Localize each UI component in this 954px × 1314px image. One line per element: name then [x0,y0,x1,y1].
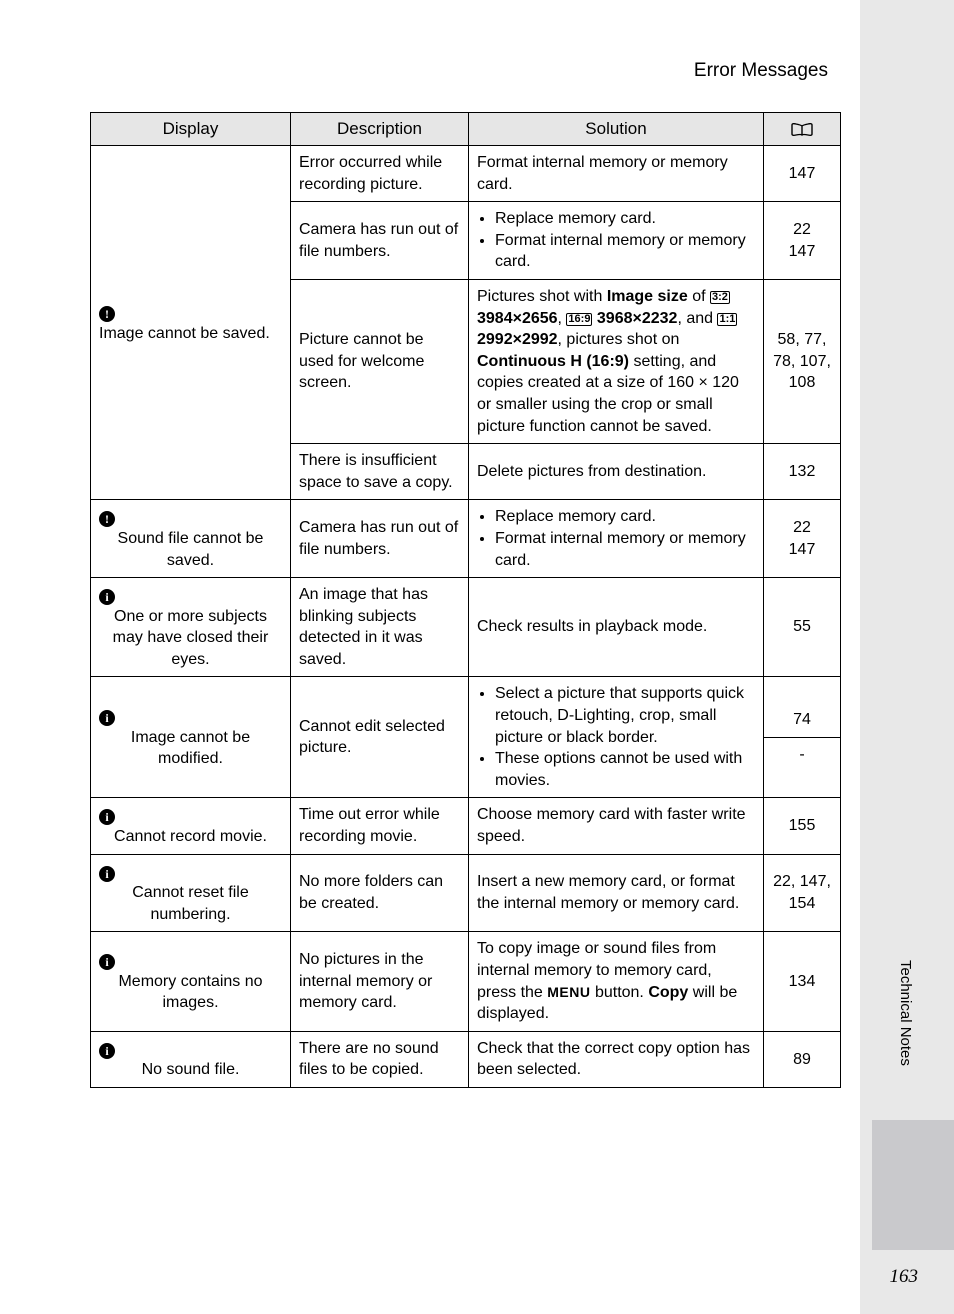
cell-description: Picture cannot be used for welcome scree… [291,279,469,443]
cell-description: No pictures in the internal memory or me… [291,932,469,1031]
cell-description: An image that has blinking subjects dete… [291,578,469,677]
cell-solution: Insert a new memory card, or format the … [469,854,764,932]
solution-item: These options cannot be used with movies… [495,748,755,791]
cell-display: i Memory contains no images. [91,932,291,1031]
error-messages-table: Display Description Solution ! Image can… [90,112,841,1088]
display-text: No sound file. [99,1059,282,1081]
solution-item: Replace memory card. [495,208,755,230]
size-icon: 16:9 [566,313,592,326]
info-icon: i [99,954,115,970]
display-text: Cannot record movie. [99,826,282,848]
cell-solution: To copy image or sound files from intern… [469,932,764,1031]
size-icon: 1:1 [717,313,737,326]
display-text: One or more subjects may have closed the… [99,606,282,671]
cell-description: No more folders can be created. [291,854,469,932]
warning-icon: ! [99,511,115,527]
cell-description: There is insufficient space to save a co… [291,444,469,500]
cell-solution: Check results in playback mode. [469,578,764,677]
side-section-label: Technical Notes [897,960,914,1066]
cell-description: Time out error while recording movie. [291,798,469,854]
col-header-description: Description [291,113,469,146]
display-text: Image cannot be modified. [99,727,282,770]
cell-page-ref: 55 [764,578,841,677]
info-icon: i [99,866,115,882]
cell-display: i Cannot reset file numbering. [91,854,291,932]
manual-page: Error Messages Display Description Solut… [0,0,860,1314]
table-row: ! Image cannot be saved. Error occurred … [91,146,841,202]
cell-page-ref: 89 [764,1031,841,1087]
solution-item: Format internal memory or memory card. [495,230,755,273]
cell-solution: Replace memory card. Format internal mem… [469,500,764,578]
display-text: Cannot reset file numbering. [99,882,282,925]
page-number: 163 [890,1266,919,1288]
warning-icon: ! [99,306,115,322]
table-header-row: Display Description Solution [91,113,841,146]
cell-display: i Cannot record movie. [91,798,291,854]
col-header-solution: Solution [469,113,764,146]
cell-display: i Image cannot be modified. [91,677,291,798]
table-row: i Image cannot be modified. Cannot edit … [91,677,841,798]
menu-button-label: MENU [547,984,590,1000]
cell-description: Cannot edit selected picture. [291,677,469,798]
cell-description: Camera has run out of file numbers. [291,202,469,280]
cell-solution: Select a picture that supports quick ret… [469,677,764,798]
cell-page-ref: 147 [764,146,841,202]
cell-solution: Choose memory card with faster write spe… [469,798,764,854]
cell-solution: Check that the correct copy option has b… [469,1031,764,1087]
solution-item: Replace memory card. [495,506,755,528]
info-icon: i [99,1043,115,1059]
cell-solution: Delete pictures from destination. [469,444,764,500]
side-thumb-tab [872,1120,954,1250]
table-row: i Memory contains no images. No pictures… [91,932,841,1031]
cell-display: i One or more subjects may have closed t… [91,578,291,677]
cell-display: ! Sound file cannot be saved. [91,500,291,578]
table-row: i One or more subjects may have closed t… [91,578,841,677]
cell-page-ref: 134 [764,932,841,1031]
cell-solution: Format internal memory or memory card. [469,146,764,202]
table-row: i Cannot record movie. Time out error wh… [91,798,841,854]
display-text: Memory contains no images. [99,971,282,1014]
cell-description: There are no sound files to be copied. [291,1031,469,1087]
info-icon: i [99,589,115,605]
cell-display: ! Image cannot be saved. [91,146,291,500]
table-row: i No sound file. There are no sound file… [91,1031,841,1087]
solution-item: Format internal memory or memory card. [495,528,755,571]
display-text: Image cannot be saved. [99,325,270,342]
solution-item: Select a picture that supports quick ret… [495,683,755,748]
section-header: Error Messages [90,60,830,82]
cell-page-ref: 155 [764,798,841,854]
size-icon: 3:2 [710,291,730,304]
cell-page-ref: 22, 147, 154 [764,854,841,932]
table-row: ! Sound file cannot be saved. Camera has… [91,500,841,578]
col-header-display: Display [91,113,291,146]
table-row: i Cannot reset file numbering. No more f… [91,854,841,932]
info-icon: i [99,809,115,825]
cell-display: i No sound file. [91,1031,291,1087]
cell-page-ref: 74 - [764,677,841,798]
display-text: Sound file cannot be saved. [99,528,282,571]
book-icon [791,119,813,138]
col-header-page-ref [764,113,841,146]
cell-solution: Pictures shot with Image size of 3:2 398… [469,279,764,443]
info-icon: i [99,710,115,726]
cell-solution: Replace memory card. Format internal mem… [469,202,764,280]
cell-page-ref: 22 147 [764,500,841,578]
cell-page-ref: 22 147 [764,202,841,280]
cell-description: Camera has run out of file numbers. [291,500,469,578]
cell-description: Error occurred while recording picture. [291,146,469,202]
cell-page-ref: 58, 77, 78, 107, 108 [764,279,841,443]
cell-page-ref: 132 [764,444,841,500]
